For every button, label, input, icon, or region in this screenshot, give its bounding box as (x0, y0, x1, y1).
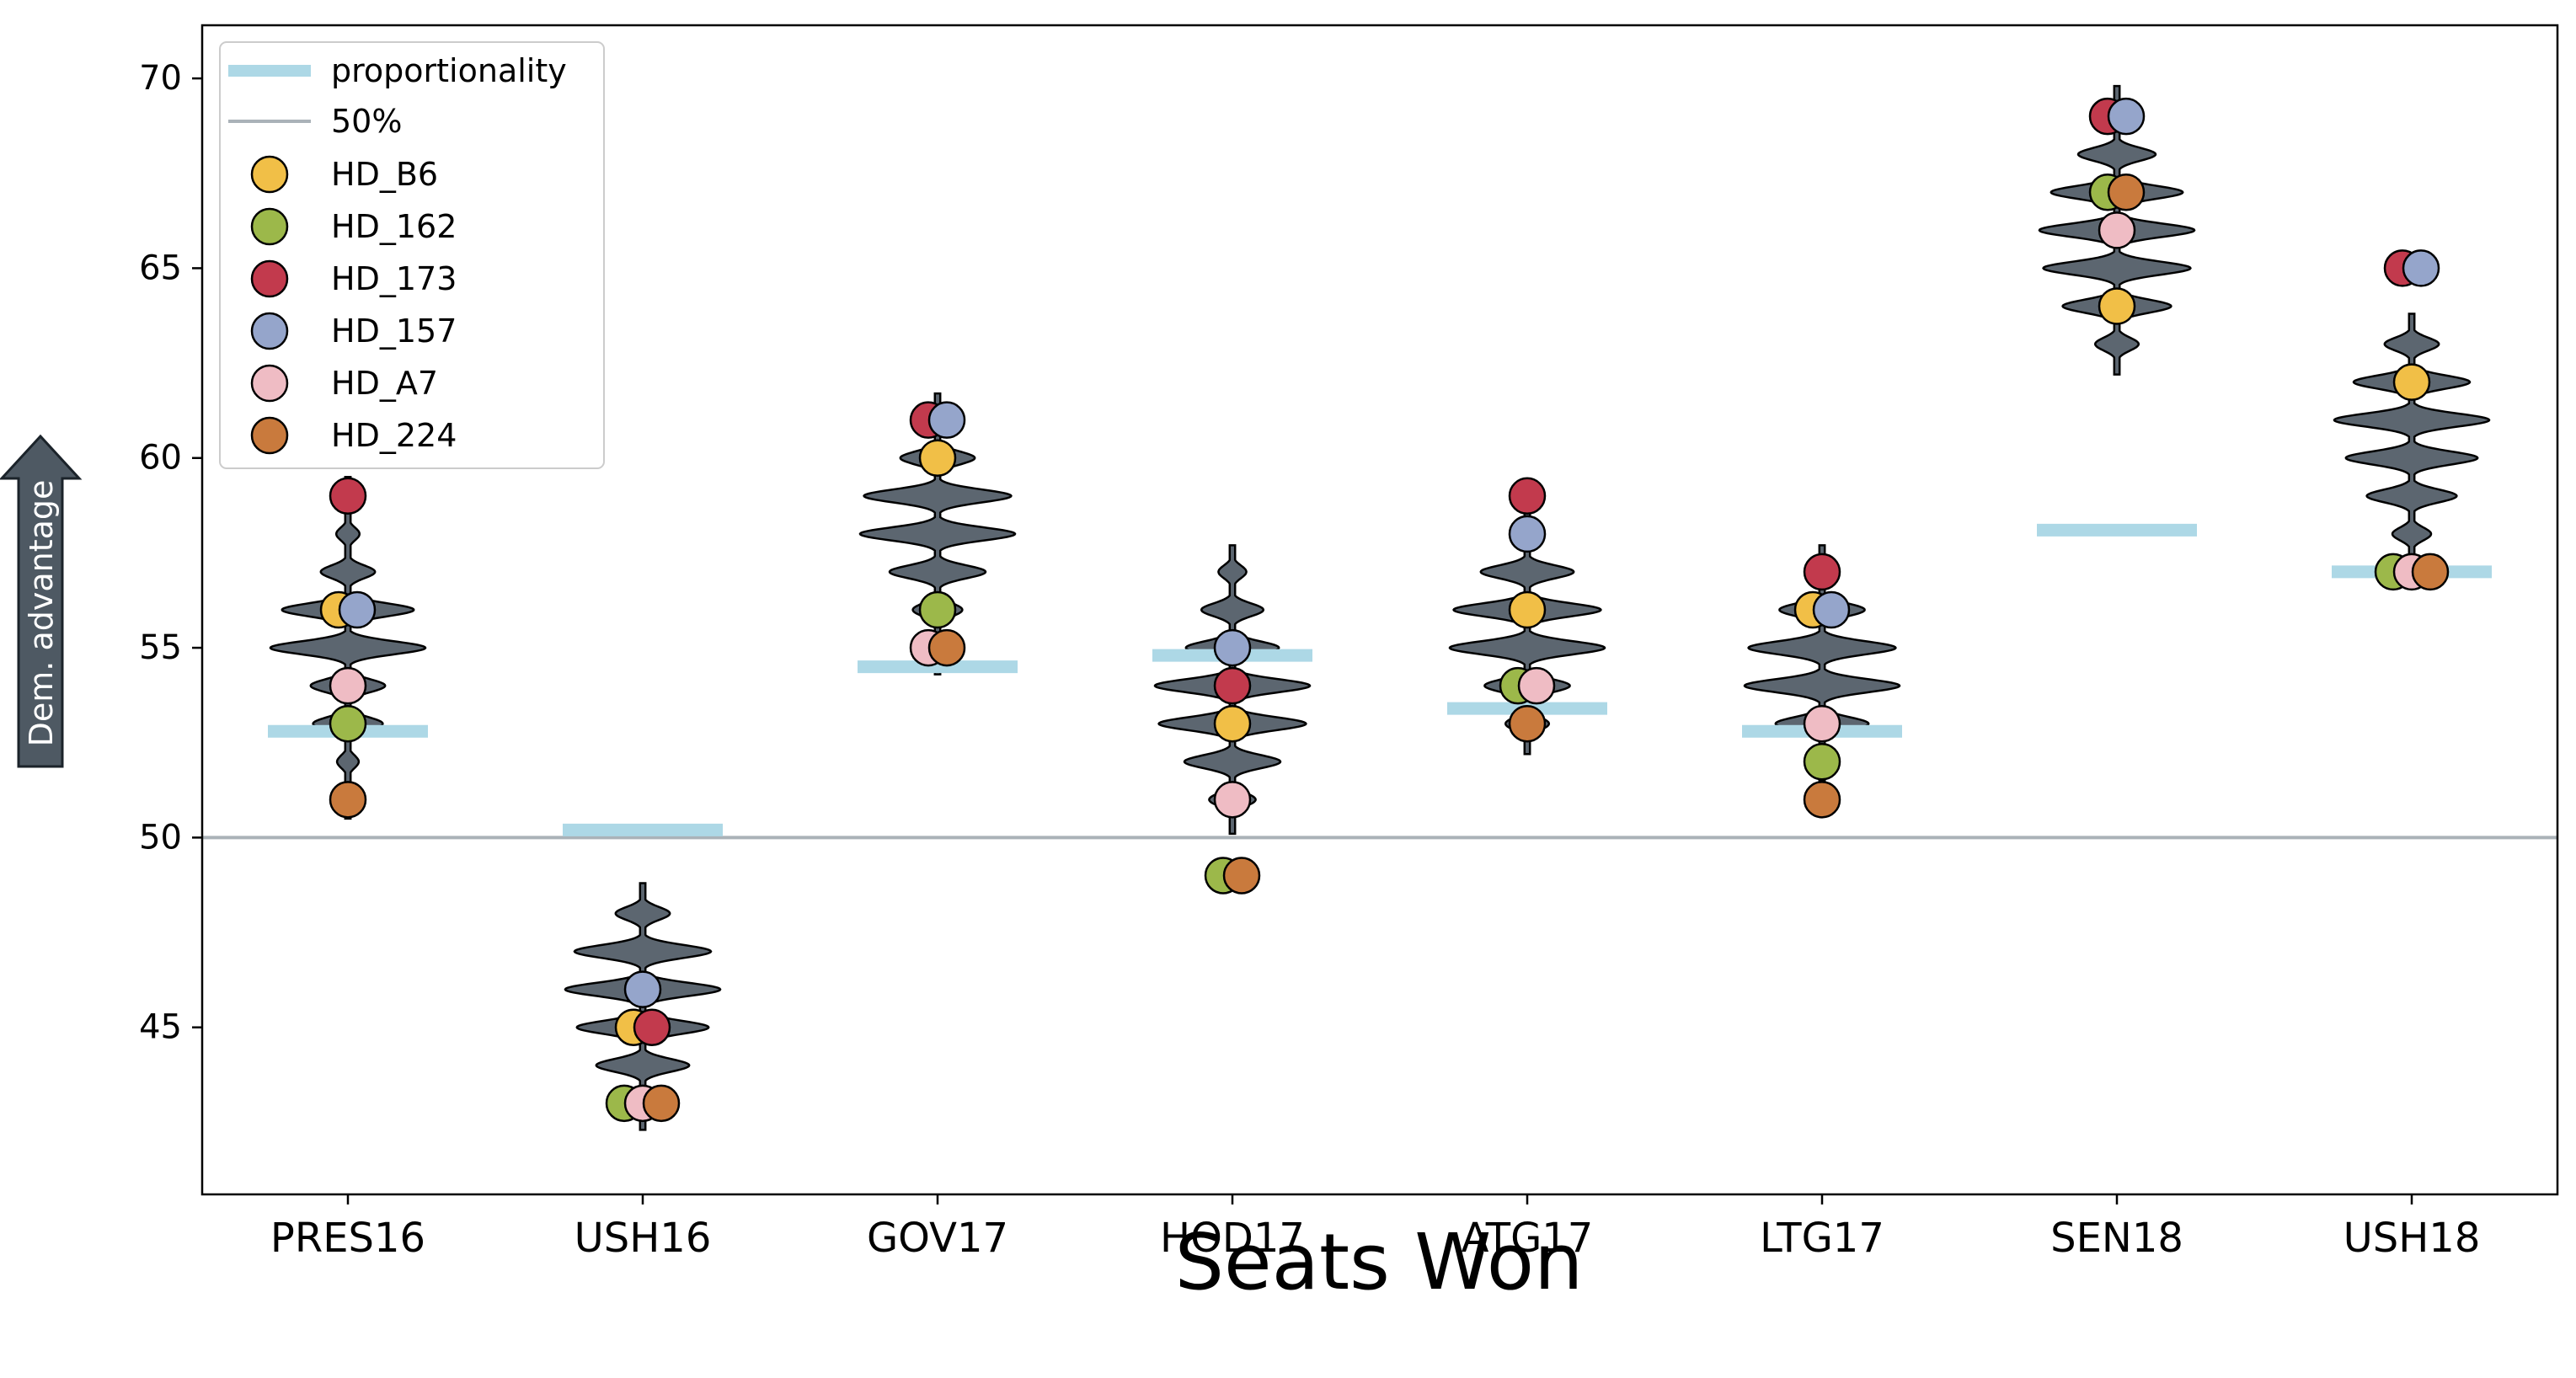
point-hd-157-ltg17 (1812, 590, 1851, 629)
point-hd-224-ush16 (642, 1084, 681, 1123)
legend-label-hd-b6: HD_B6 (331, 156, 438, 193)
x-tick-label-pres16: PRES16 (270, 1215, 425, 1262)
point-hd-162-pres16 (329, 704, 367, 743)
y-tick-label: 50 (139, 818, 182, 857)
y-tick-label: 65 (139, 248, 182, 287)
point-hd-b6-ush18 (2392, 363, 2431, 401)
legend-label-hd-157: HD_157 (331, 312, 457, 350)
x-tick-label-sen18: SEN18 (2050, 1215, 2183, 1262)
point-hd-173-ush16 (633, 1008, 671, 1046)
x-axis-label: Seats Won (1175, 1217, 1584, 1307)
legend: proportionality 50% HD_B6 HD_162 HD_173 HD_… (219, 41, 605, 469)
point-hd-173-ltg17 (1803, 553, 1841, 591)
point-hd-a7-atg17 (1517, 666, 1556, 705)
point-hd-173-atg17 (1508, 477, 1547, 515)
point-hd-224-ush18 (2411, 553, 2450, 591)
point-hd-a7-ltg17 (1803, 704, 1841, 743)
point-hd-157-gov17 (927, 401, 966, 439)
legend-label-hd-162: HD_162 (331, 208, 457, 245)
point-hd-a7-pres16 (329, 666, 367, 705)
point-hd-173-hod17 (1213, 666, 1252, 705)
x-tick-label-ush16: USH16 (575, 1215, 712, 1262)
point-hd-157-ush16 (623, 970, 662, 1008)
point-hd-a7-hod17 (1213, 781, 1252, 819)
violin-ush18 (2333, 312, 2491, 585)
dem-advantage-arrow: Dem. advantage (0, 434, 83, 768)
point-hd-224-atg17 (1508, 704, 1547, 743)
y-tick-label: 45 (139, 1008, 182, 1047)
point-hd-b6-sen18 (2098, 287, 2136, 325)
legend-proportionality-label: proportionality (331, 52, 567, 89)
point-hd-b6-hod17 (1213, 704, 1252, 743)
x-tick-label-ush18: USH18 (2344, 1215, 2481, 1262)
point-hd-157-atg17 (1508, 515, 1547, 553)
point-hd-157-pres16 (338, 590, 377, 629)
axes-frame (200, 24, 2559, 1196)
x-tick-label-atg17: ATG17 (1462, 1215, 1594, 1262)
y-tick-label: 55 (139, 628, 182, 667)
legend-swatch-hd-224 (250, 416, 289, 455)
point-hd-157-ush18 (2402, 249, 2440, 287)
point-hd-224-hod17 (1222, 857, 1261, 895)
legend-swatch-hd-b6 (250, 155, 289, 194)
legend-50pct-label: 50% (331, 103, 402, 140)
axes: 45 50 55 60 65 70 PRES16 USH16 GOV17 HOD17 ATG17 LT… (139, 24, 2559, 1262)
legend-swatch-hd-157 (250, 312, 289, 350)
point-hd-162-gov17 (918, 590, 957, 629)
legend-label-hd-224: HD_224 (331, 417, 457, 454)
violin-ltg17 (1743, 544, 1901, 782)
point-hd-162-ltg17 (1803, 743, 1841, 781)
point-hd-224-pres16 (329, 781, 367, 819)
point-hd-157-hod17 (1213, 628, 1252, 667)
legend-frame (219, 41, 605, 469)
y-tick-label: 60 (139, 439, 182, 478)
point-hd-224-ltg17 (1803, 781, 1841, 819)
legend-label-hd-173: HD_173 (331, 260, 457, 297)
y-tick-label: 70 (139, 59, 182, 98)
violin-gov17 (858, 392, 1017, 676)
point-hd-b6-atg17 (1508, 590, 1547, 629)
legend-swatch-hd-a7 (250, 364, 289, 403)
point-hd-224-sen18 (2107, 174, 2146, 211)
point-hd-173-pres16 (329, 477, 367, 515)
point-hd-a7-sen18 (2098, 211, 2136, 249)
point-hd-b6-gov17 (918, 439, 957, 477)
legend-swatch-hd-173 (250, 259, 289, 298)
point-hd-224-gov17 (927, 628, 966, 667)
dem-advantage-label: Dem. advantage (23, 480, 60, 747)
plot-area (202, 84, 2557, 1131)
legend-swatch-hd-162 (250, 207, 289, 246)
x-tick-label-gov17: GOV17 (867, 1215, 1008, 1262)
x-tick-label-ltg17: LTG17 (1760, 1215, 1884, 1262)
x-tick-label-hod17: HOD17 (1160, 1215, 1305, 1262)
point-hd-157-sen18 (2107, 97, 2146, 136)
legend-label-hd-a7: HD_A7 (331, 365, 438, 402)
